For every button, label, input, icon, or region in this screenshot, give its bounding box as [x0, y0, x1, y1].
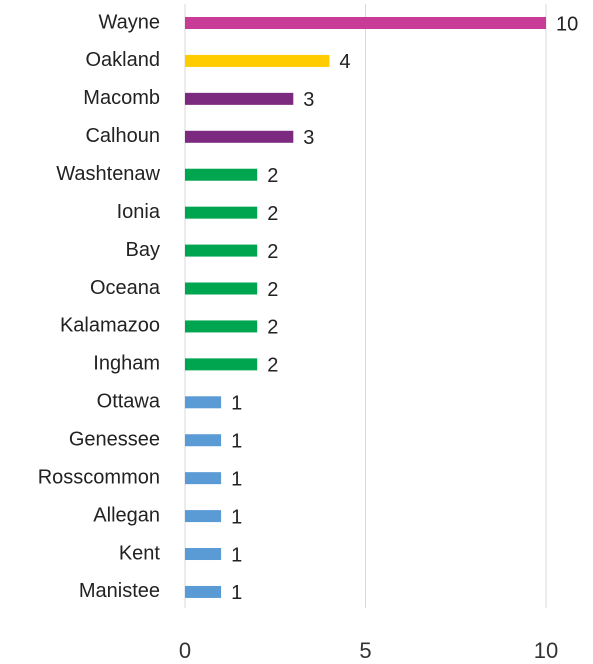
bar [185, 472, 222, 485]
value-label: 1 [231, 506, 242, 528]
value-label: 2 [267, 317, 278, 339]
value-label: 3 [303, 127, 314, 149]
y-tick-label: Calhoun [85, 125, 160, 147]
bar [185, 320, 258, 333]
y-tick-label: Rosscommon [38, 466, 160, 488]
value-label: 1 [231, 431, 242, 453]
x-tick-label: 5 [359, 638, 371, 663]
y-tick-label: Allegan [93, 504, 160, 526]
y-tick-label: Bay [126, 239, 160, 261]
y-tick-label: Ionia [117, 201, 161, 223]
value-label: 2 [267, 241, 278, 263]
bar [185, 130, 294, 143]
y-tick-label: Manistee [79, 580, 160, 602]
y-tick-label: Washtenaw [56, 163, 160, 185]
value-label: 2 [267, 165, 278, 187]
bar [185, 17, 546, 29]
y-tick-label: Ingham [93, 353, 160, 375]
bar [185, 92, 294, 105]
value-label: 2 [267, 279, 278, 301]
bar [185, 282, 258, 295]
bar [185, 206, 258, 219]
value-label: 1 [231, 582, 242, 604]
value-label: 1 [231, 393, 242, 415]
value-label: 1 [231, 468, 242, 490]
y-tick-label: Macomb [83, 87, 160, 109]
bar [185, 548, 222, 561]
value-label: 1 [231, 544, 242, 566]
bar [185, 168, 258, 181]
value-label: 4 [339, 51, 350, 73]
value-label: 3 [303, 89, 314, 111]
value-label: 2 [267, 355, 278, 377]
x-tick-label: 10 [534, 638, 558, 663]
y-tick-label: Wayne [98, 11, 160, 33]
bar [185, 585, 222, 598]
y-tick-label: Oceana [90, 277, 161, 299]
y-tick-label: Ottawa [97, 391, 161, 413]
y-tick-label: Genessee [69, 429, 160, 451]
y-tick-label: Oakland [86, 49, 161, 71]
y-tick-label: Kent [119, 542, 161, 564]
bar [185, 358, 258, 371]
bar [185, 54, 330, 67]
value-label: 2 [267, 203, 278, 225]
y-tick-label: Kalamazoo [60, 315, 160, 337]
x-tick-label: 0 [179, 638, 191, 663]
value-label: 10 [556, 13, 578, 35]
bar [185, 244, 258, 257]
bar [185, 434, 222, 447]
bar [185, 396, 222, 409]
bar [185, 510, 222, 523]
